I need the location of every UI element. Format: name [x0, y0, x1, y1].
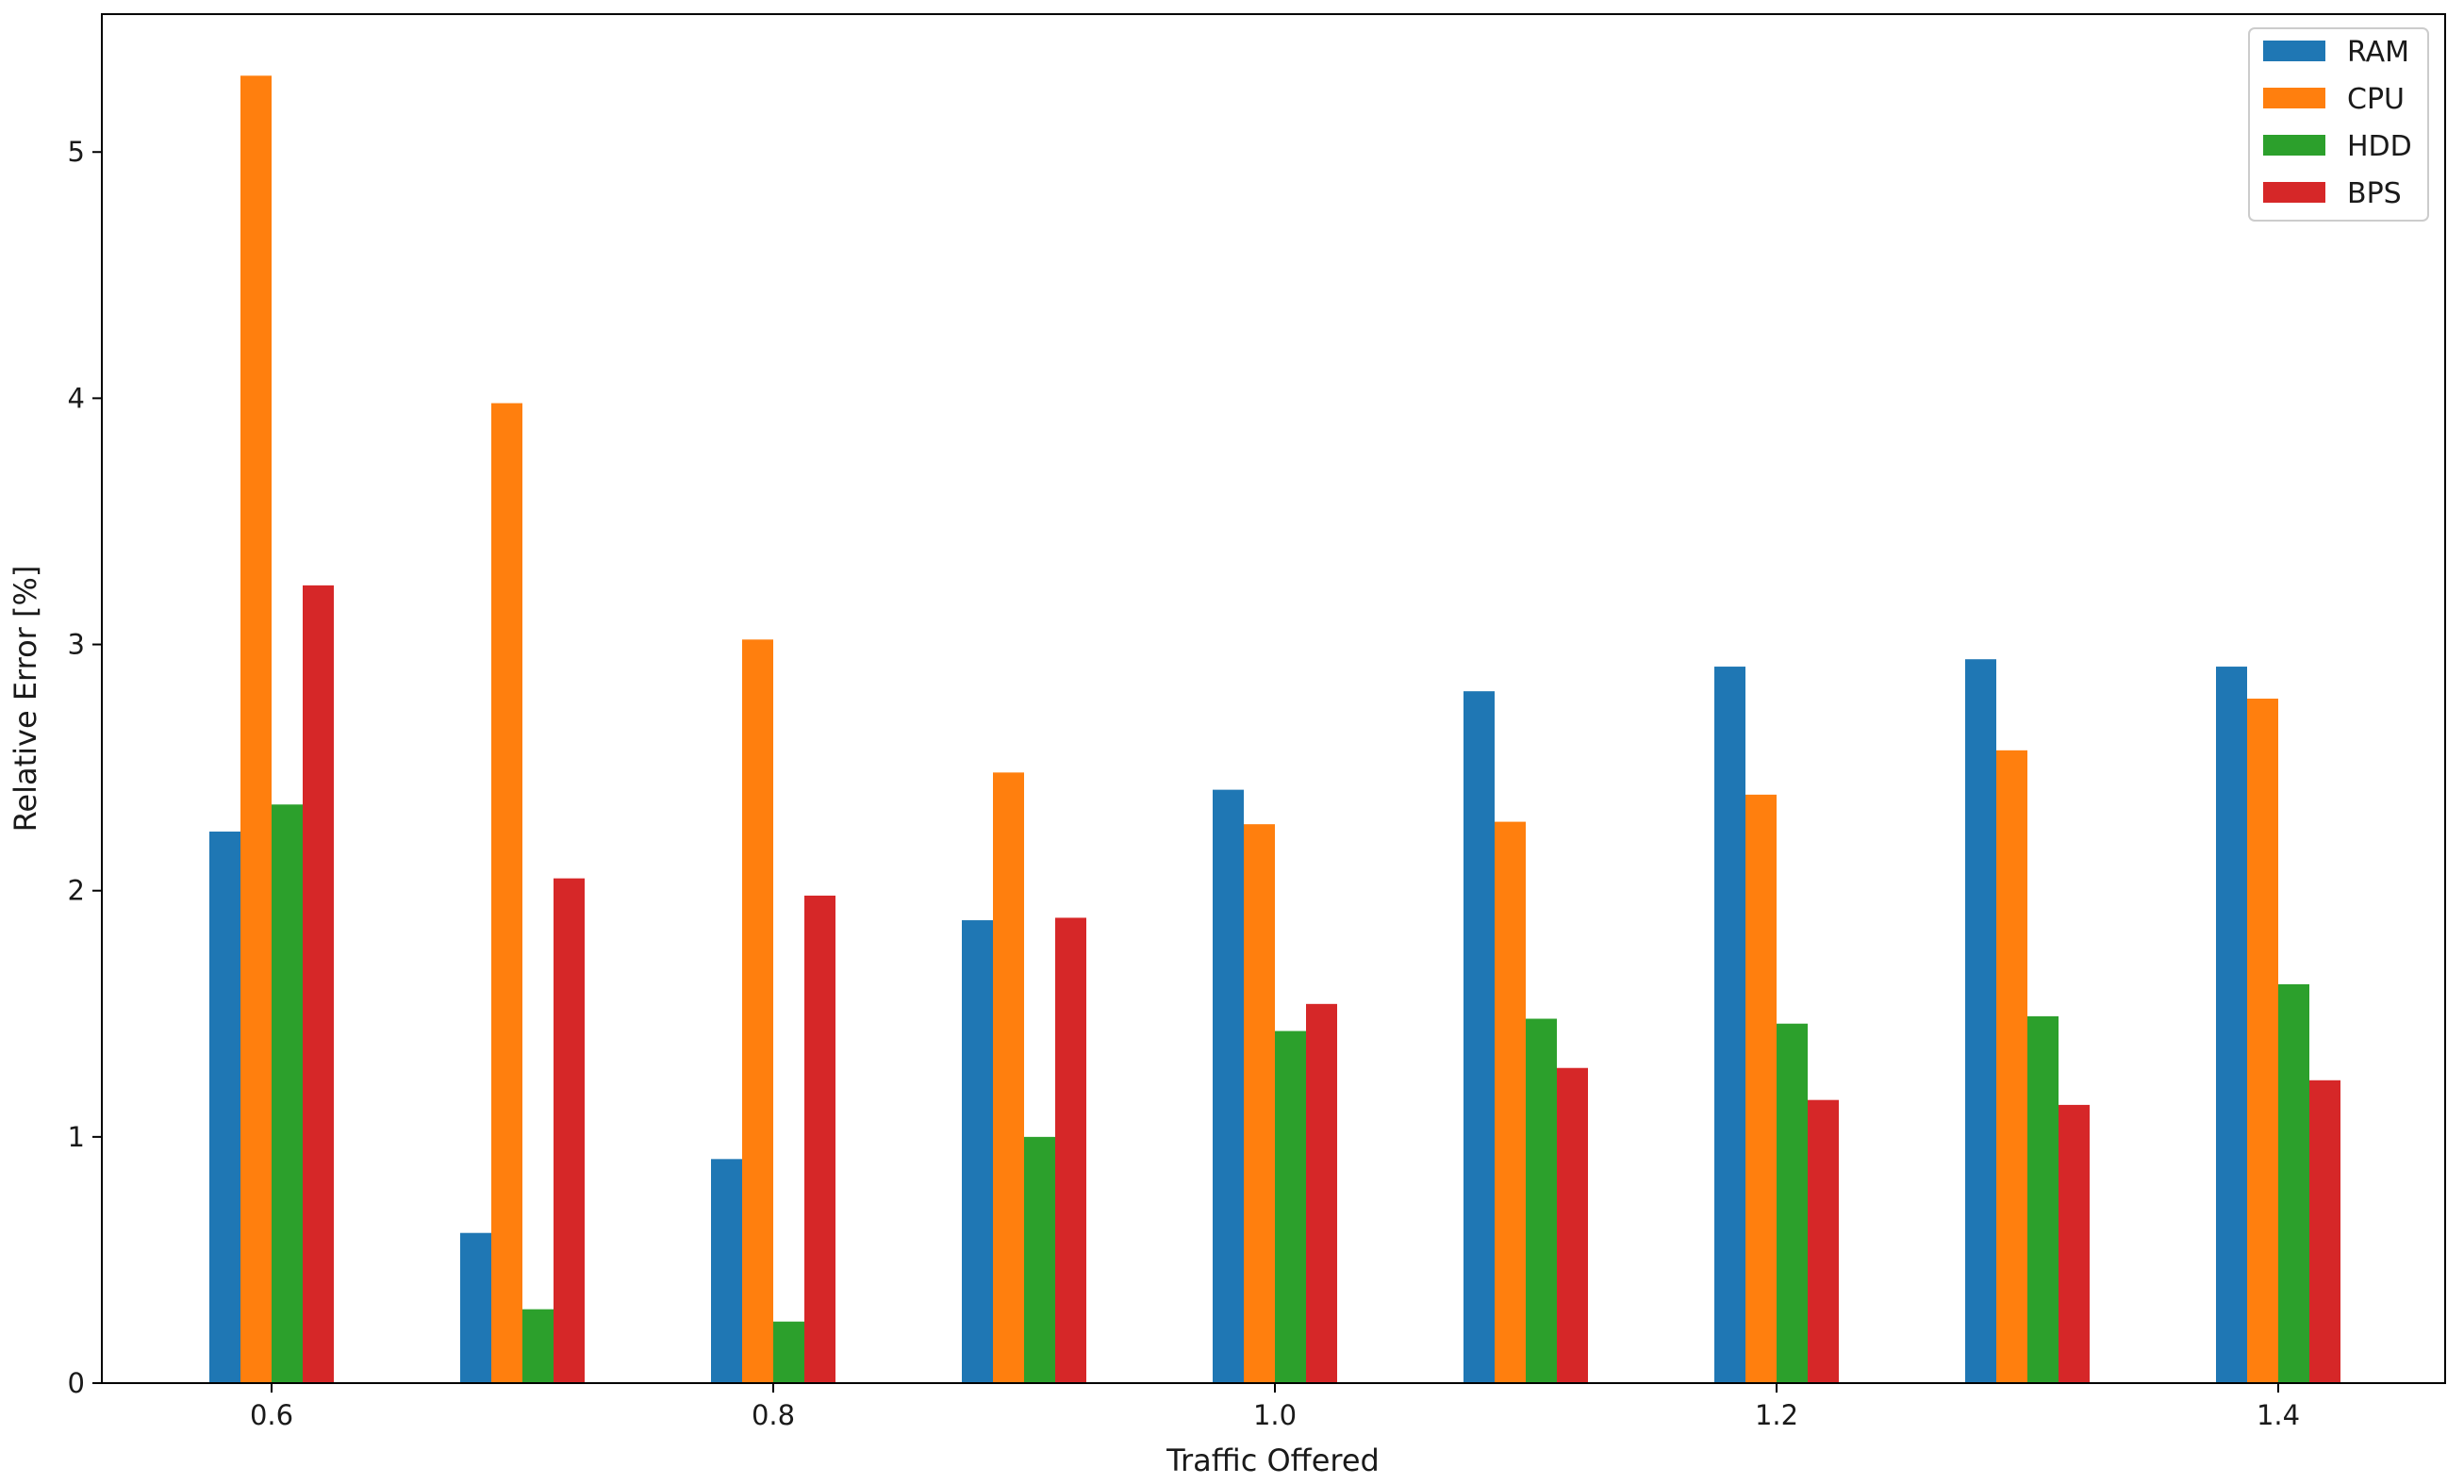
bar-cpu-1_2 — [1745, 794, 1777, 1383]
bar-bps-0_9 — [1055, 917, 1086, 1383]
bar-cpu-1_4 — [2247, 699, 2278, 1383]
bar-hdd-1_2 — [1777, 1023, 1808, 1383]
bar-ram-0_6 — [209, 832, 240, 1383]
bar-cpu-0_6 — [240, 75, 272, 1383]
bar-hdd-0_8 — [773, 1321, 804, 1383]
legend-box — [2248, 27, 2429, 222]
bar-bps-1_1 — [1557, 1067, 1588, 1383]
y-tick-label: 2 — [68, 875, 85, 907]
bar-cpu-0_8 — [742, 639, 773, 1383]
bar-bps-1_2 — [1808, 1099, 1839, 1383]
y-tick-label: 5 — [68, 136, 85, 168]
legend-label-hdd: HDD — [2347, 130, 2412, 163]
bar-hdd-1 — [1275, 1031, 1306, 1383]
bar-bps-0_8 — [804, 895, 835, 1383]
y-axis: 0 1 2 3 4 5 — [68, 136, 102, 1399]
bar-ram-1_4 — [2216, 667, 2247, 1383]
bar-hdd-0_7 — [522, 1309, 554, 1383]
y-tick-label: 4 — [68, 382, 85, 414]
bar-hdd-0_9 — [1024, 1136, 1055, 1383]
legend-swatch-cpu — [2263, 88, 2325, 108]
x-axis: 0.6 0.8 1.0 1.2 1.4 — [250, 1383, 2300, 1431]
bar-bps-0_6 — [303, 585, 334, 1383]
bar-ram-1_1 — [1464, 691, 1495, 1383]
x-tick-label: 1.0 — [1253, 1399, 1297, 1431]
x-tick-label: 1.4 — [2257, 1399, 2300, 1431]
y-tick-label: 0 — [68, 1367, 85, 1399]
bar-hdd-1_4 — [2278, 983, 2309, 1383]
bars-group — [209, 75, 2340, 1383]
legend-swatch-bps — [2263, 182, 2325, 203]
legend-label-ram: RAM — [2347, 36, 2409, 69]
bar-ram-0_8 — [711, 1159, 742, 1383]
bar-ram-1_3 — [1965, 659, 1996, 1383]
bar-hdd-1_1 — [1526, 1018, 1557, 1383]
bar-ram-0_7 — [460, 1232, 491, 1383]
bar-cpu-1 — [1244, 824, 1275, 1383]
bar-bps-1 — [1306, 1003, 1337, 1383]
legend: RAM CPU HDD BPS — [2248, 27, 2429, 222]
legend-label-cpu: CPU — [2347, 83, 2405, 116]
x-tick-label: 0.8 — [752, 1399, 795, 1431]
x-axis-label: Traffic Offered — [1166, 1443, 1380, 1478]
y-tick-label: 3 — [68, 629, 85, 661]
legend-swatch-hdd — [2263, 135, 2325, 156]
legend-label-bps: BPS — [2347, 177, 2402, 210]
x-tick-label: 1.2 — [1755, 1399, 1798, 1431]
plot-frame — [101, 13, 2446, 1384]
bar-bps-1_4 — [2309, 1080, 2340, 1383]
bar-ram-0_9 — [962, 920, 993, 1383]
bar-ram-1 — [1213, 789, 1244, 1383]
bar-cpu-0_9 — [993, 772, 1024, 1383]
y-axis-label: Relative Error [%] — [8, 566, 43, 833]
x-tick-label: 0.6 — [250, 1399, 293, 1431]
bar-hdd-0_6 — [272, 804, 303, 1383]
y-tick-label: 1 — [68, 1121, 85, 1153]
bar-cpu-0_7 — [491, 403, 522, 1383]
bar-bps-0_7 — [554, 878, 585, 1383]
legend-swatch-ram — [2263, 41, 2325, 61]
bar-cpu-1_1 — [1495, 821, 1526, 1383]
bar-bps-1_3 — [2059, 1104, 2090, 1383]
bar-ram-1_2 — [1714, 667, 1745, 1383]
bar-cpu-1_3 — [1996, 750, 2027, 1383]
bar-hdd-1_3 — [2027, 1015, 2059, 1383]
